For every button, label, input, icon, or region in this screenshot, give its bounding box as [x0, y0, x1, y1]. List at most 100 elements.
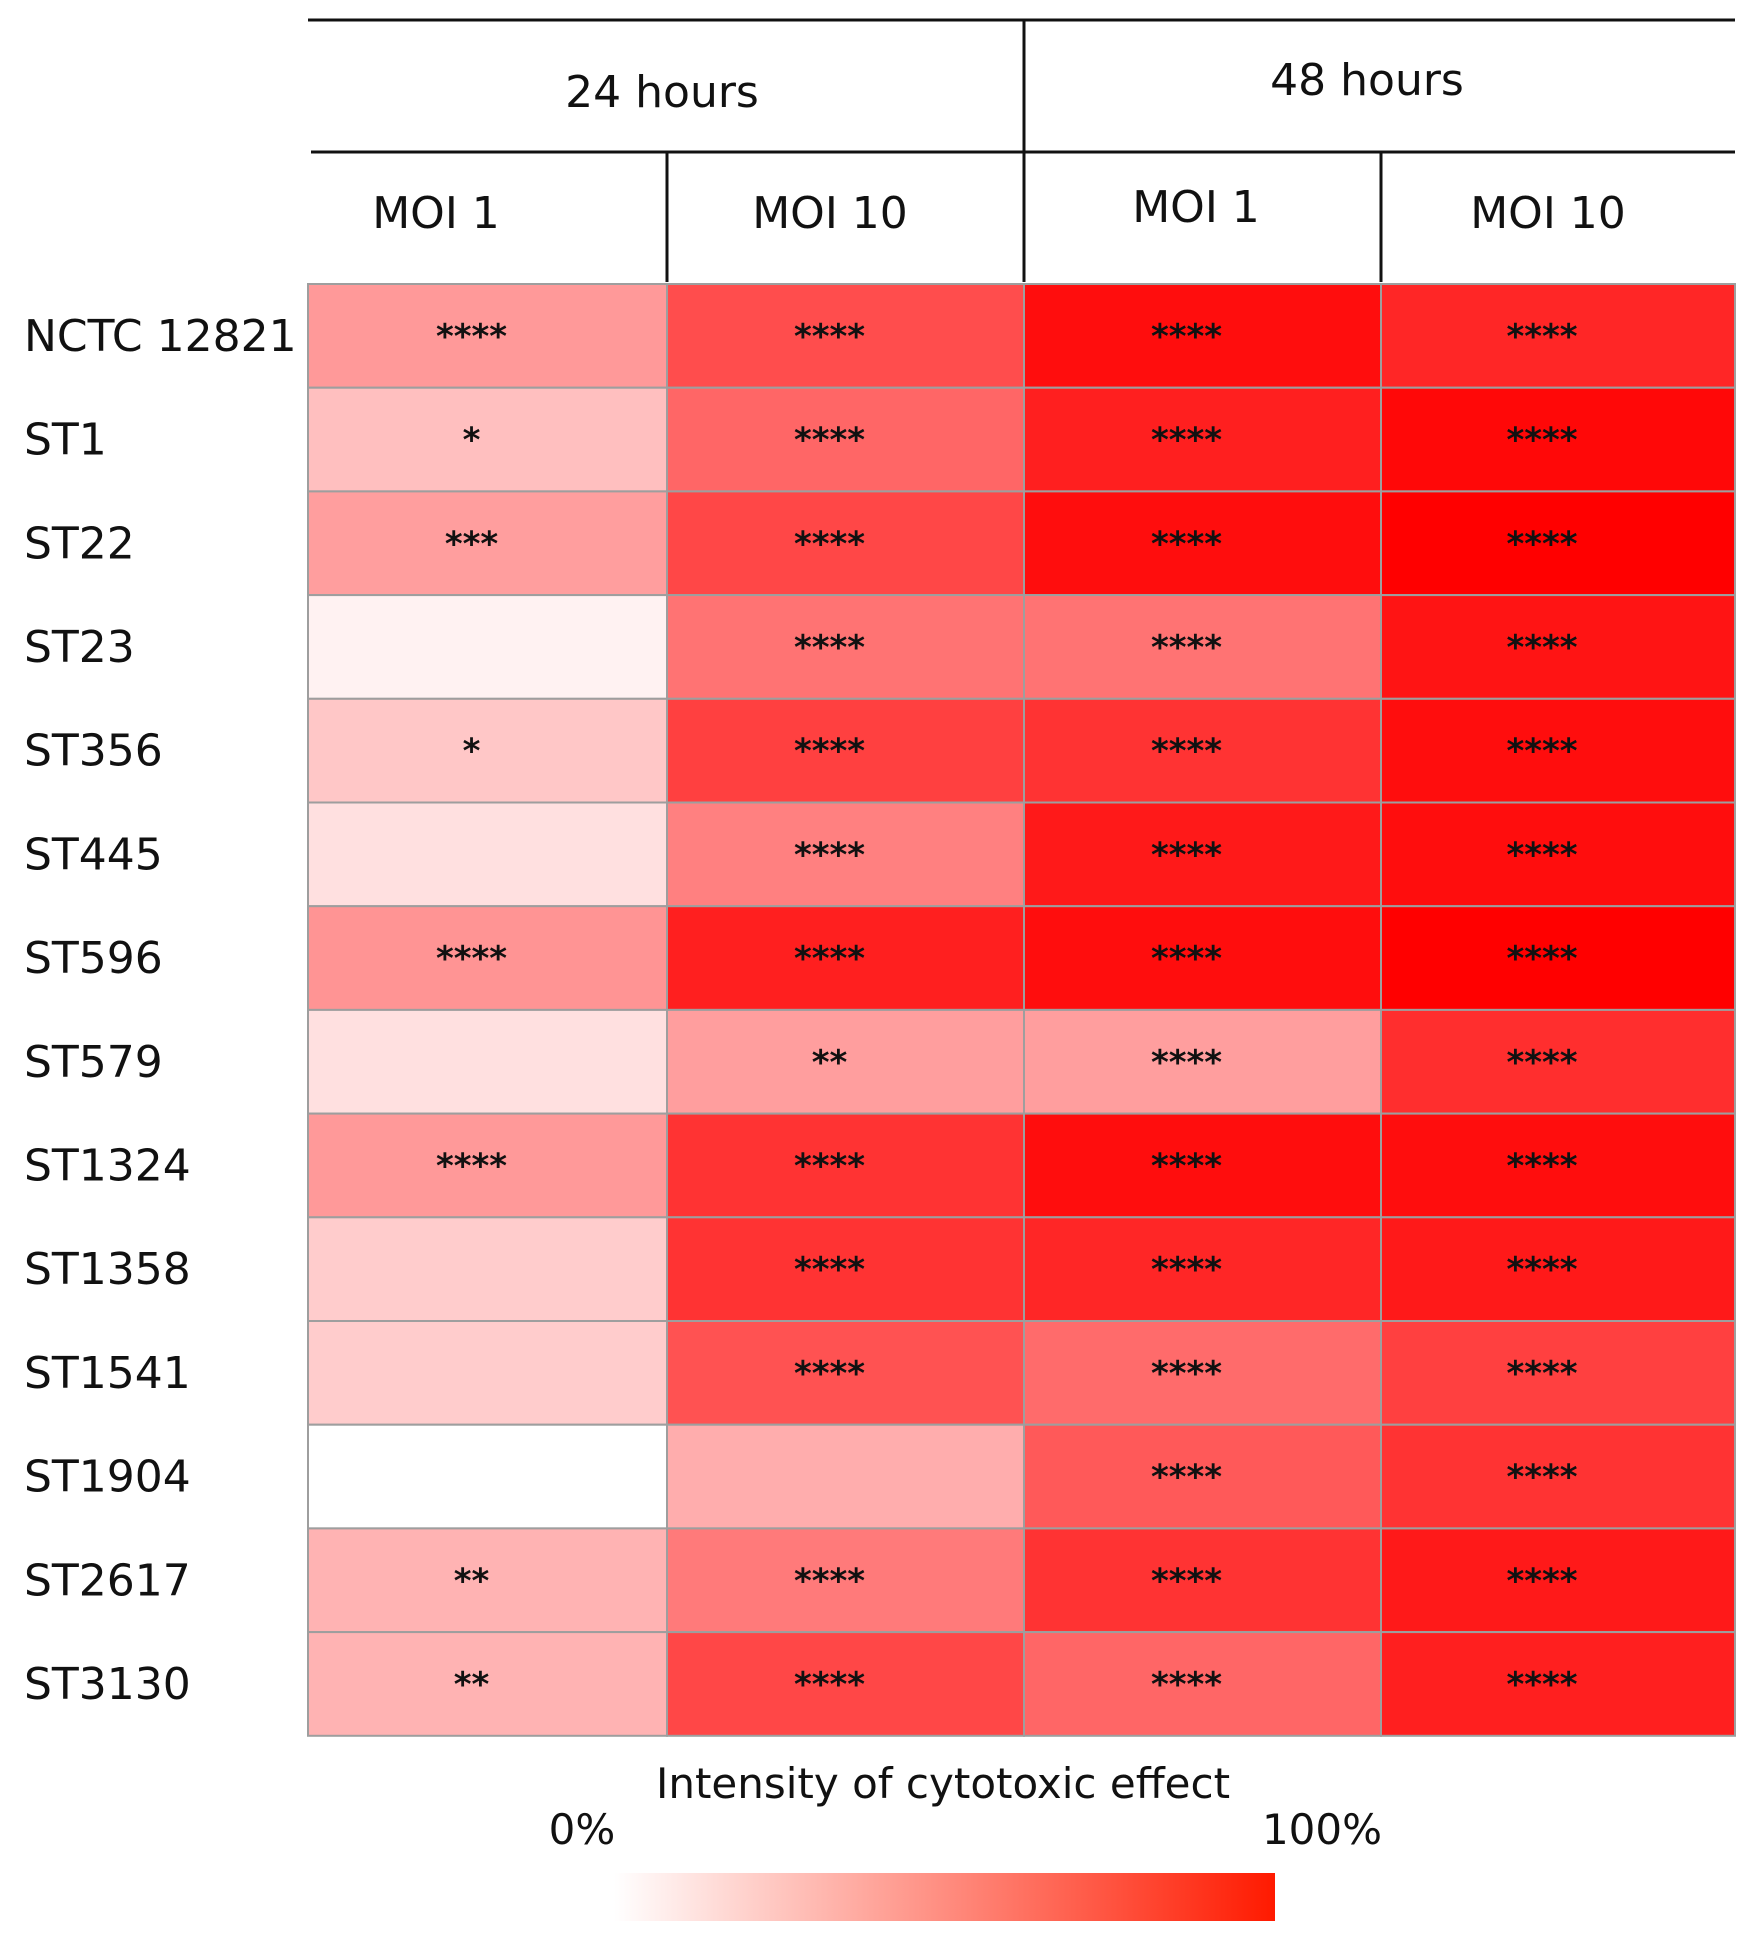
column-header-48h-moi10: MOI 10 [1470, 188, 1626, 239]
significance-label: * [463, 732, 481, 772]
heatmap-cell [1380, 1320, 1736, 1426]
row-label: ST445 [24, 829, 163, 880]
heatmap-cell [307, 1631, 668, 1737]
significance-label: **** [1506, 939, 1577, 979]
heatmap-cell [307, 1423, 668, 1530]
heatmap-cell [1380, 905, 1736, 1011]
heatmap-cell [1380, 283, 1736, 389]
column-header-24h-moi1: MOI 1 [372, 188, 500, 239]
significance-label: **** [1151, 317, 1222, 357]
heatmap-cell [666, 1320, 1025, 1426]
legend-max-label: 100% [1262, 1805, 1382, 1854]
significance-label: **** [794, 1665, 865, 1705]
significance-label: **** [1151, 1043, 1222, 1083]
row-label: ST579 [24, 1037, 163, 1088]
significance-label: **** [1151, 1458, 1222, 1498]
heatmap-cell [307, 386, 668, 493]
heatmap-cell [1023, 594, 1382, 700]
significance-label: **** [1506, 1458, 1577, 1498]
significance-label: **** [794, 1250, 865, 1290]
significance-label: **** [794, 317, 865, 357]
row-label: ST356 [24, 726, 163, 777]
header-lines [308, 18, 1735, 282]
heatmap-cell [307, 1008, 668, 1115]
significance-label: **** [1151, 732, 1222, 772]
heatmap-cell [666, 490, 1025, 597]
significance-label: *** [445, 524, 499, 564]
significance-label: **** [794, 1354, 865, 1394]
heatmap-grid: **** **** **** ***** **** **** ******* **** ****… [307, 283, 1736, 1737]
heatmap-cell [1380, 1631, 1736, 1737]
significance-label: **** [794, 421, 865, 461]
significance-label: ** [454, 1561, 490, 1601]
heatmap-cell [307, 1112, 668, 1219]
row-label: ST23 [24, 622, 135, 673]
significance-label: **** [436, 939, 507, 979]
significance-label: **** [794, 524, 865, 564]
heatmap-cell [1380, 1527, 1736, 1634]
heatmap-cell [1380, 1112, 1736, 1219]
column-header-24h-moi10: MOI 10 [752, 188, 908, 239]
group-header-24h: 24 hours [565, 67, 759, 118]
significance-label: **** [794, 939, 865, 979]
significance-label: ** [454, 1665, 490, 1705]
heatmap-cell [1023, 1008, 1382, 1115]
heatmap-cell [1380, 1008, 1736, 1115]
heatmap-cell [307, 905, 668, 1011]
heatmap-cell [666, 1008, 1025, 1115]
significance-label: **** [1151, 1354, 1222, 1394]
row-label: ST596 [24, 933, 163, 984]
significance-label: **** [1506, 628, 1577, 668]
heatmap-cell [1380, 1423, 1736, 1530]
row-label: ST2617 [24, 1555, 191, 1606]
significance-label: **** [1506, 317, 1577, 357]
significance-label: **** [794, 835, 865, 875]
significance-label: **** [794, 1146, 865, 1186]
column-header-48h-moi1: MOI 1 [1132, 182, 1260, 233]
heatmap-cell [1023, 1112, 1382, 1219]
significance-label: **** [1506, 835, 1577, 875]
heatmap-cell [666, 905, 1025, 1011]
significance-label: **** [1506, 1250, 1577, 1290]
significance-label: ** [812, 1043, 848, 1083]
heatmap-cell [307, 1320, 668, 1426]
significance-label: **** [1506, 1561, 1577, 1601]
row-label: ST3130 [24, 1659, 191, 1710]
heatmap-cell [666, 1112, 1025, 1219]
heatmap-cell [1023, 697, 1382, 804]
significance-label: **** [1151, 1146, 1222, 1186]
legend-min-label: 0% [549, 1805, 616, 1854]
row-label: ST22 [24, 518, 135, 569]
significance-label: **** [794, 1561, 865, 1601]
significance-label: **** [1151, 524, 1222, 564]
heatmap-cell [1023, 386, 1382, 493]
heatmap-cell [666, 1631, 1025, 1737]
heatmap-cell [666, 1527, 1025, 1634]
heatmap-cell [1380, 697, 1736, 804]
significance-label: **** [436, 1146, 507, 1186]
row-label: ST1324 [24, 1140, 191, 1191]
significance-label: **** [1506, 1354, 1577, 1394]
row-label: ST1541 [24, 1348, 191, 1399]
heatmap-cell [1023, 1527, 1382, 1634]
significance-label: **** [1506, 421, 1577, 461]
heatmap-cell [1380, 490, 1736, 597]
significance-label: **** [794, 628, 865, 668]
significance-label: **** [1506, 524, 1577, 564]
color-legend: Intensity of cytotoxic effect 0% 100% [549, 1759, 1382, 1921]
row-label: ST1358 [24, 1244, 191, 1295]
heatmap-cell [1023, 1423, 1382, 1530]
row-label: NCTC 12821 [24, 311, 297, 362]
legend-title: Intensity of cytotoxic effect [656, 1759, 1230, 1808]
heatmap-cell [1380, 1216, 1736, 1323]
heatmap-cell [1380, 386, 1736, 493]
heatmap-cell [1023, 283, 1382, 389]
heatmap-cell [666, 697, 1025, 804]
heatmap-cell [1023, 801, 1382, 908]
heatmap-cell [1023, 490, 1382, 597]
significance-label: **** [1151, 1250, 1222, 1290]
significance-label: **** [1151, 1665, 1222, 1705]
group-header-48h: 48 hours [1270, 55, 1464, 106]
row-labels: NCTC 12821 ST1 ST22 ST23 ST356 ST445 ST596 ST57… [24, 311, 297, 1710]
